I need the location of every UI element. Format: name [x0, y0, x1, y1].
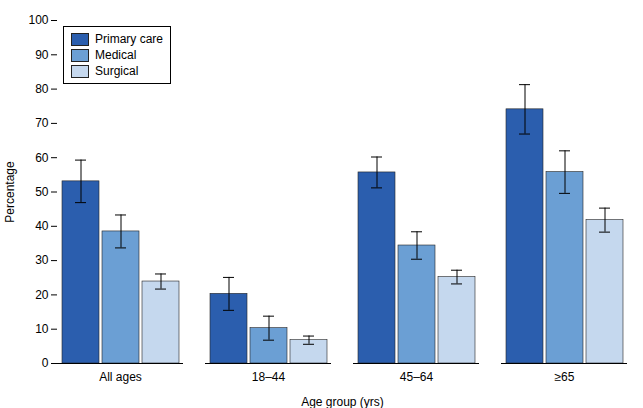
svg-text:90: 90 — [35, 48, 49, 62]
svg-text:≥65: ≥65 — [555, 370, 575, 384]
svg-text:60: 60 — [35, 151, 49, 165]
svg-text:Age group (yrs): Age group (yrs) — [301, 395, 384, 408]
html-text:Primary care: Primary care — [95, 32, 163, 46]
svg-text:40: 40 — [35, 219, 49, 233]
svg-text:100: 100 — [28, 13, 48, 27]
svg-text:70: 70 — [35, 116, 49, 130]
svg-text:20: 20 — [35, 288, 49, 302]
svg-text:45–64: 45–64 — [400, 370, 434, 384]
svg-text:All ages: All ages — [99, 370, 142, 384]
svg-text:30: 30 — [35, 253, 49, 267]
svg-text:18–44: 18–44 — [252, 370, 286, 384]
svg-text:80: 80 — [35, 82, 49, 96]
svg-text:10: 10 — [35, 322, 49, 336]
svg-text:0: 0 — [42, 356, 49, 370]
svg-text:50: 50 — [35, 185, 49, 199]
html-text:Surgical: Surgical — [95, 64, 139, 78]
html-text:Medical: Medical — [95, 48, 137, 62]
svg-text:Percentage: Percentage — [3, 161, 17, 223]
